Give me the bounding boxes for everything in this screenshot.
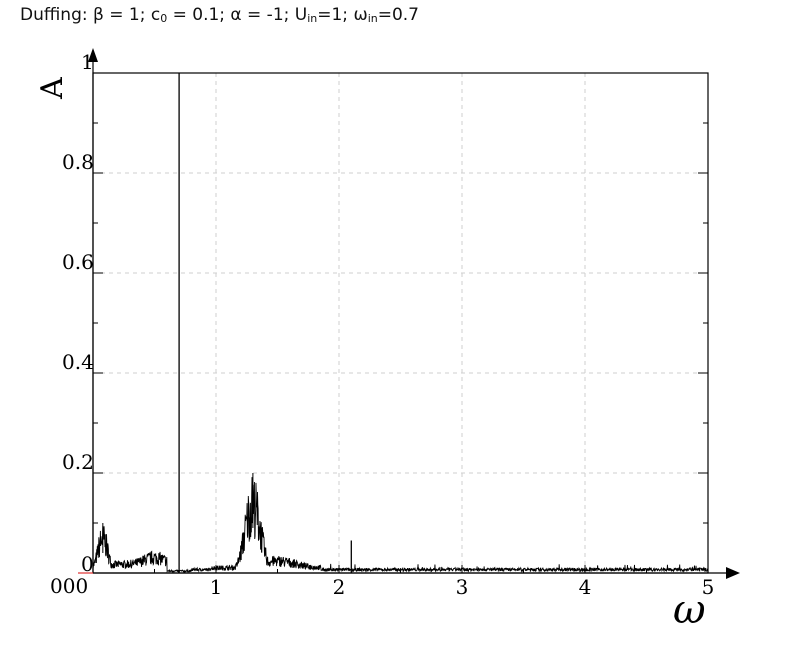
spectrum-line [92, 477, 709, 574]
x-axis-arrowhead [726, 567, 740, 579]
y-axis-label: A [35, 77, 70, 100]
chart-title: Duffing: β = 1; c0 = 0.1; α = -1; Uin=1;… [20, 5, 419, 25]
x-tick-label: 1 [210, 575, 223, 599]
x-tick-labels: 1 2 3 4 5 [210, 575, 715, 599]
y-tick-label: 0.8 [62, 150, 94, 174]
y-tick-labels: 0 0.2 0.4 0.6 0.8 1 [62, 50, 94, 576]
x-tick-label: 5 [702, 575, 715, 599]
y-tick-label: 0.4 [62, 350, 94, 374]
grid-lines [93, 73, 708, 573]
y-tick-label: 0.6 [62, 250, 94, 274]
tick-marks [92, 72, 709, 574]
y-tick-label: 0.2 [62, 450, 94, 474]
y-axis-arrowhead [88, 48, 98, 62]
x-axis-label: ω [673, 587, 706, 633]
x-tick-label: 3 [456, 575, 469, 599]
y-tick-label: 1 [81, 50, 94, 74]
y-tick-label: 0 [81, 552, 94, 576]
x-tick-label: 4 [579, 575, 592, 599]
origin-overlap-label: 000 [50, 574, 88, 598]
x-tick-label: 2 [333, 575, 346, 599]
plot-frame [92, 72, 709, 574]
